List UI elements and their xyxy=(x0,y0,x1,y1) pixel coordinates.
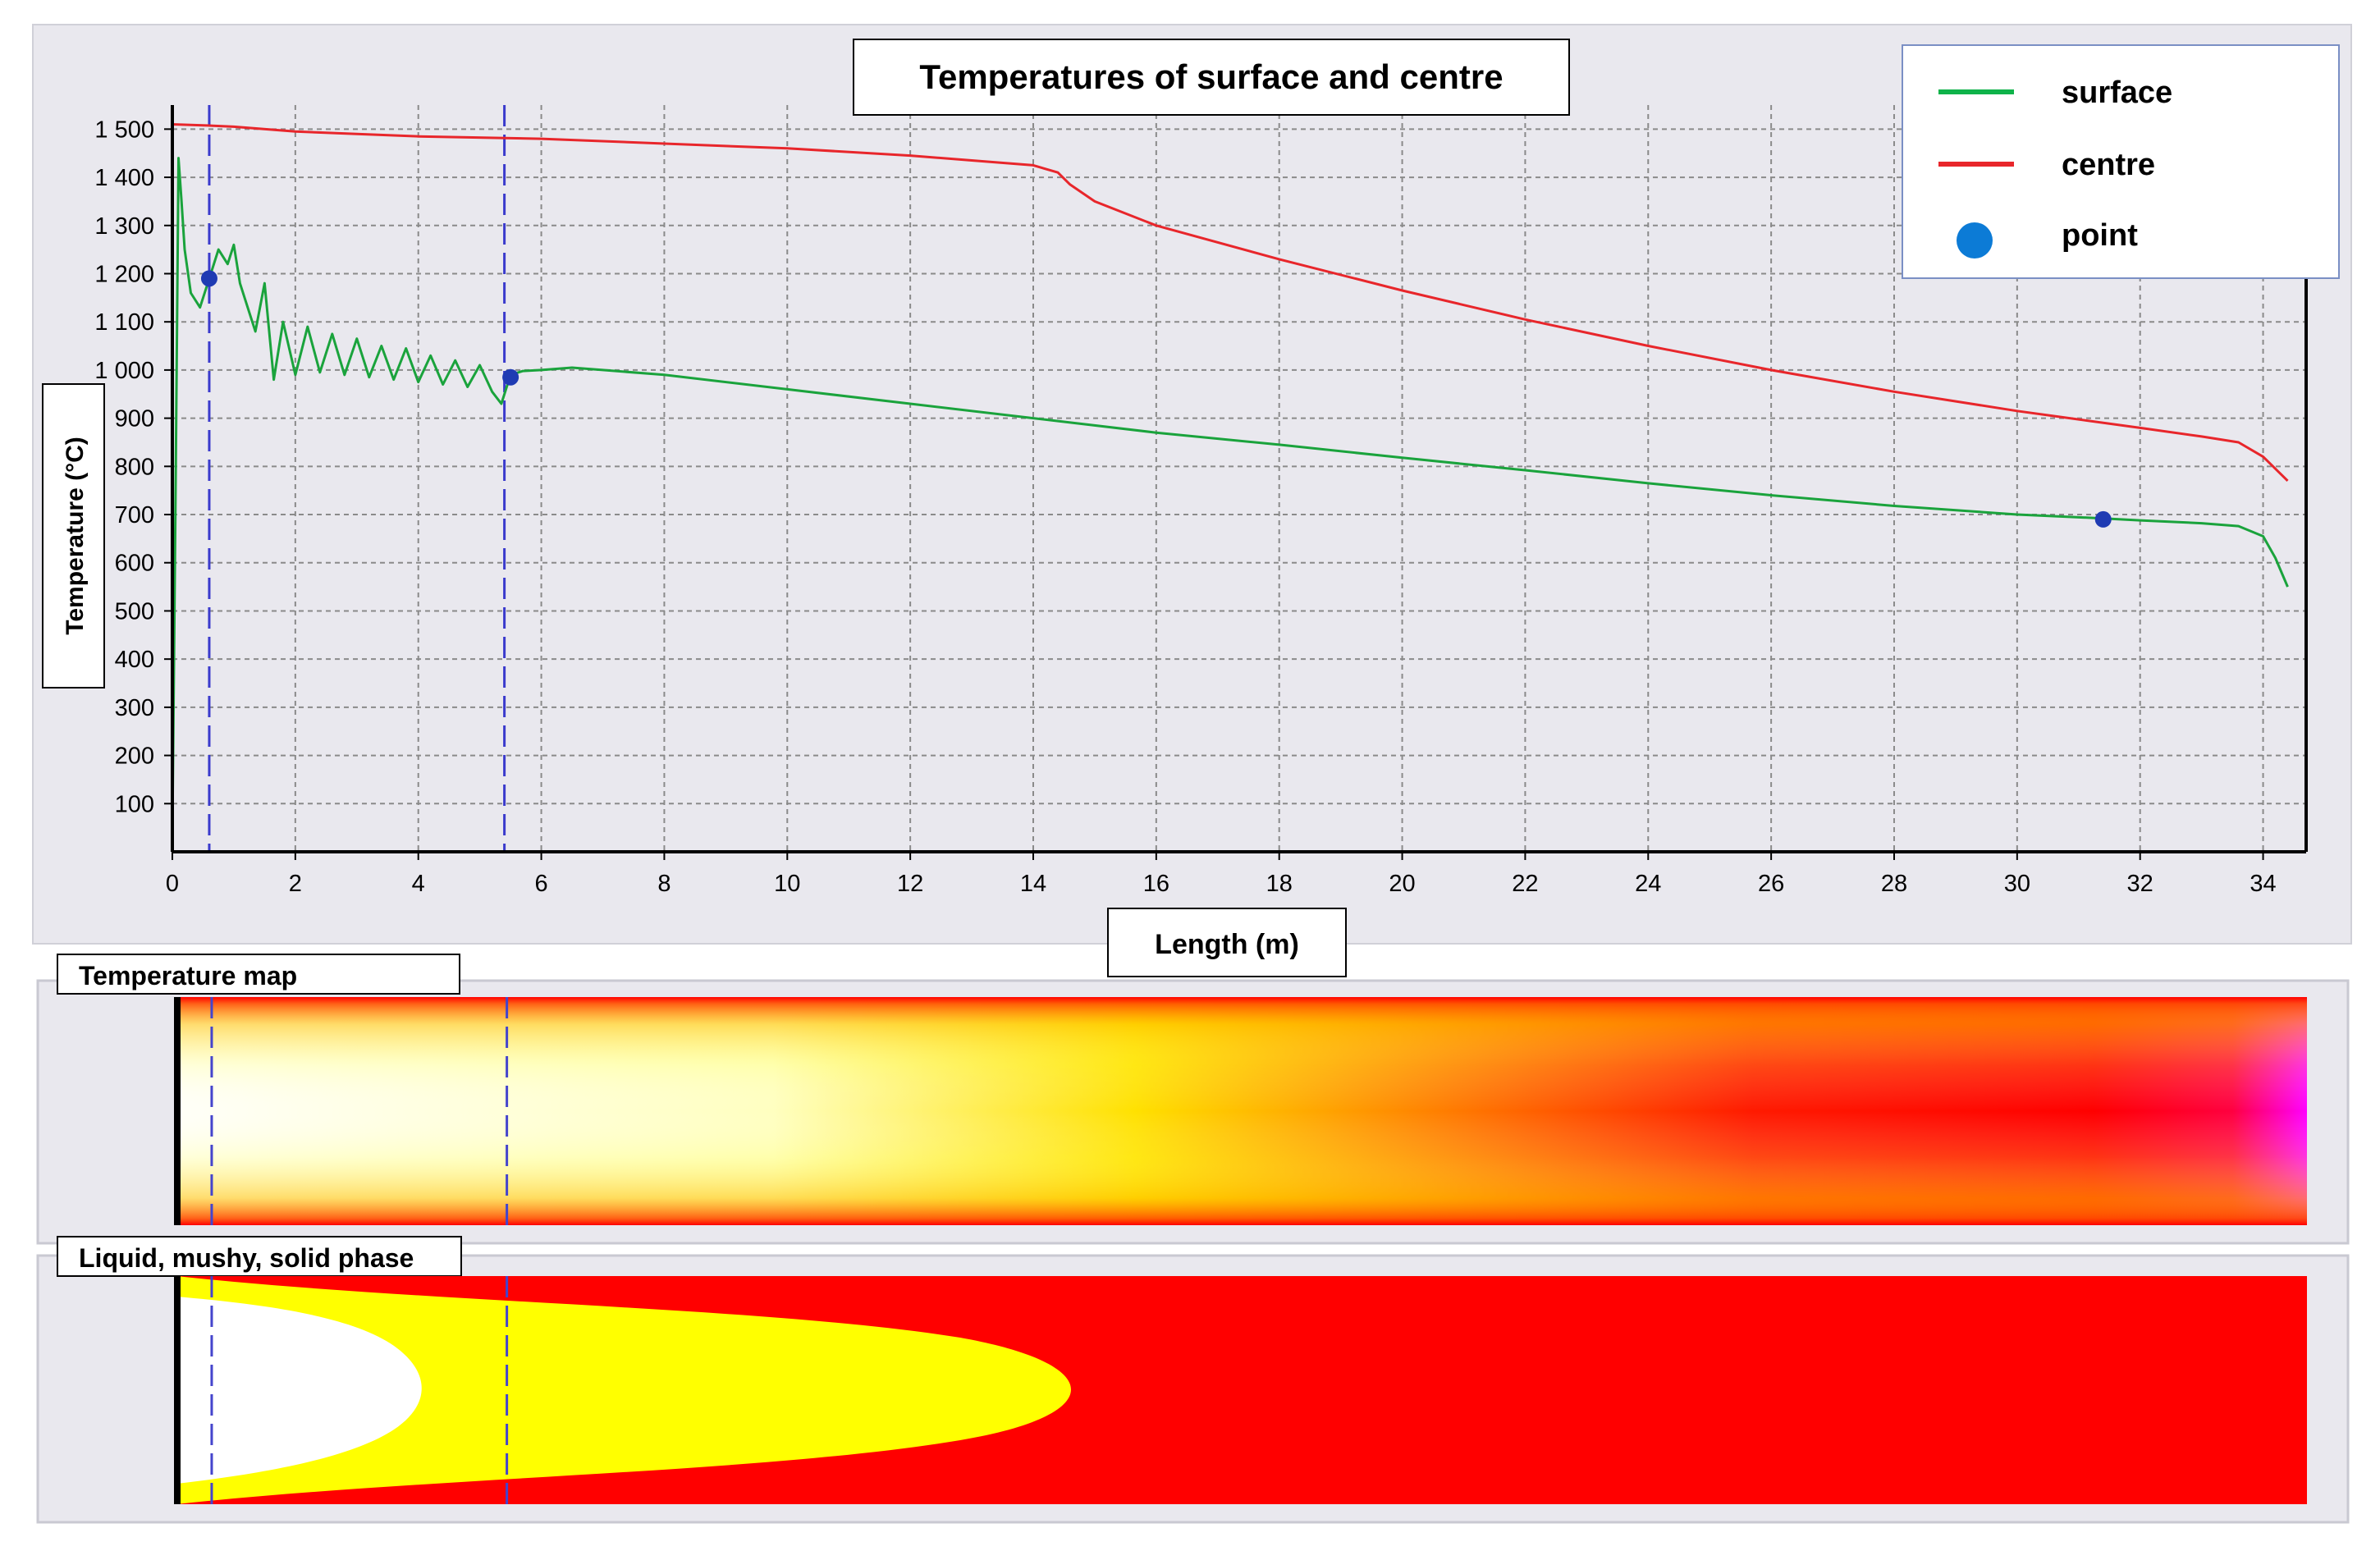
x-tick-label: 10 xyxy=(774,871,800,897)
y-tick-label: 900 xyxy=(115,406,154,432)
y-tick-label: 1 100 xyxy=(94,309,154,336)
point-legend-swatch xyxy=(1957,222,1993,258)
x-tick-label: 26 xyxy=(1758,871,1784,897)
point-marker xyxy=(200,270,217,287)
x-tick-label: 30 xyxy=(2004,871,2030,897)
x-tick-label: 18 xyxy=(1266,871,1293,897)
y-tick-label: 600 xyxy=(115,551,154,577)
x-tick-label: 34 xyxy=(2250,871,2276,897)
y-tick-label: 700 xyxy=(115,502,154,528)
centre-series-line xyxy=(172,123,2289,482)
phase-map xyxy=(176,1276,2307,1504)
x-tick-label: 28 xyxy=(1881,871,1907,897)
y-tick-label: 100 xyxy=(115,791,154,817)
point-marker xyxy=(502,368,519,386)
ylabel-box xyxy=(42,383,105,689)
title-box xyxy=(853,39,1570,116)
points-layer xyxy=(200,270,2112,528)
y-tick-label: 1 000 xyxy=(94,358,154,384)
point-marker xyxy=(2094,510,2112,528)
centre-legend-label: centre xyxy=(2062,148,2155,182)
phase-map-guides xyxy=(210,1276,509,1504)
x-tick-label: 16 xyxy=(1143,871,1169,897)
x-tick-label: 6 xyxy=(534,871,547,897)
y-ticks: 100 200 300 400 500 600 700 800 900 1 000 1 100 1 2… xyxy=(94,117,172,817)
y-tick-label: 1 500 xyxy=(94,117,154,143)
phase-map-title-box xyxy=(57,1236,462,1277)
temperature-map-title: Temperature map xyxy=(79,961,297,990)
y-tick-label: 1 200 xyxy=(94,261,154,287)
y-axis-label: Temperature (°C) xyxy=(62,437,89,634)
y-tick-label: 200 xyxy=(115,743,154,770)
point-legend-label: point xyxy=(2062,218,2138,253)
x-tick-label: 0 xyxy=(166,871,179,897)
x-tick-label: 4 xyxy=(412,871,425,897)
liquid-phase xyxy=(176,1297,422,1484)
xlabel-box xyxy=(1107,908,1347,977)
surface-series-line xyxy=(171,157,2289,838)
x-tick-label: 2 xyxy=(289,871,302,897)
temperature-map-guides xyxy=(210,997,509,1225)
grid xyxy=(172,105,2306,852)
x-tick-label: 14 xyxy=(1020,871,1046,897)
phase-map-title: Liquid, mushy, solid phase xyxy=(79,1243,414,1273)
mushy-phase xyxy=(176,1276,1071,1504)
x-axis-label: Length (m) xyxy=(1155,929,1299,960)
legend: surface centre point xyxy=(1938,75,2172,258)
series-layer xyxy=(171,123,2289,838)
y-tick-label: 400 xyxy=(115,647,154,673)
temperature-map xyxy=(176,997,2307,1225)
guide-lines xyxy=(208,105,506,852)
x-tick-label: 12 xyxy=(897,871,923,897)
temperature-map-title-box xyxy=(57,954,460,995)
x-ticks: 0 2 4 6 8 10 12 14 16 18 20 22 24 26 28 30 32 34 xyxy=(166,852,2277,897)
x-tick-label: 20 xyxy=(1389,871,1415,897)
x-tick-label: 8 xyxy=(657,871,671,897)
x-tick-label: 24 xyxy=(1635,871,1661,897)
surface-legend-label: surface xyxy=(2062,75,2172,110)
y-tick-label: 500 xyxy=(115,598,154,624)
y-tick-label: 300 xyxy=(115,695,154,721)
chart-title: Temperatures of surface and centre xyxy=(919,57,1503,96)
y-tick-label: 1 300 xyxy=(94,213,154,240)
x-tick-label: 32 xyxy=(2127,871,2153,897)
y-tick-label: 800 xyxy=(115,454,154,480)
y-tick-label: 1 400 xyxy=(94,165,154,191)
x-tick-label: 22 xyxy=(1512,871,1538,897)
